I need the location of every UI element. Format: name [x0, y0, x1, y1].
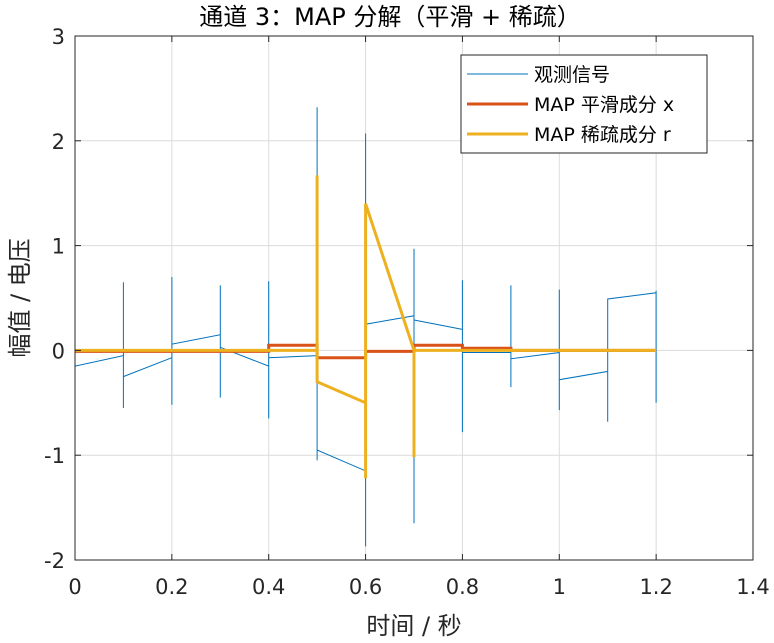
- y-tick-label: -2: [44, 549, 65, 573]
- y-tick-label: 3: [52, 25, 65, 49]
- x-tick-label: 1.2: [639, 575, 672, 599]
- legend-label-3: MAP 稀疏成分 r: [534, 124, 671, 146]
- x-tick-label: 0.6: [349, 575, 382, 599]
- legend: 观测信号 MAP 平滑成分 x MAP 稀疏成分 r: [460, 54, 708, 154]
- x-tick-label: 0.2: [155, 575, 188, 599]
- x-tick-label: 1.4: [736, 575, 769, 599]
- x-tick-label: 0.4: [252, 575, 285, 599]
- y-tick-label: 1: [52, 235, 65, 259]
- ticks: 0 0.2 0.4 0.6 0.8 1 1.2 1.4 -2 -1 0 1 2 3: [44, 25, 770, 599]
- x-tick-label: 1: [553, 575, 566, 599]
- series-layer: [74, 107, 657, 547]
- chart-title: 通道 3：MAP 分解（平滑 + 稀疏）: [199, 3, 581, 31]
- legend-label-2: MAP 平滑成分 x: [534, 94, 674, 116]
- x-tick-label: 0.8: [446, 575, 479, 599]
- y-axis-title: 幅值 / 电压: [6, 238, 34, 357]
- y-tick-label: 0: [52, 339, 65, 363]
- x-axis-title: 时间 / 秒: [366, 612, 461, 640]
- y-tick-label: 2: [52, 130, 65, 154]
- series-line-3: [75, 175, 657, 479]
- series-line-2: [75, 343, 657, 360]
- y-tick-label: -1: [44, 444, 65, 468]
- legend-label-1: 观测信号: [534, 64, 610, 86]
- x-tick-label: 0: [68, 575, 81, 599]
- plot-area-frame: [74, 35, 754, 561]
